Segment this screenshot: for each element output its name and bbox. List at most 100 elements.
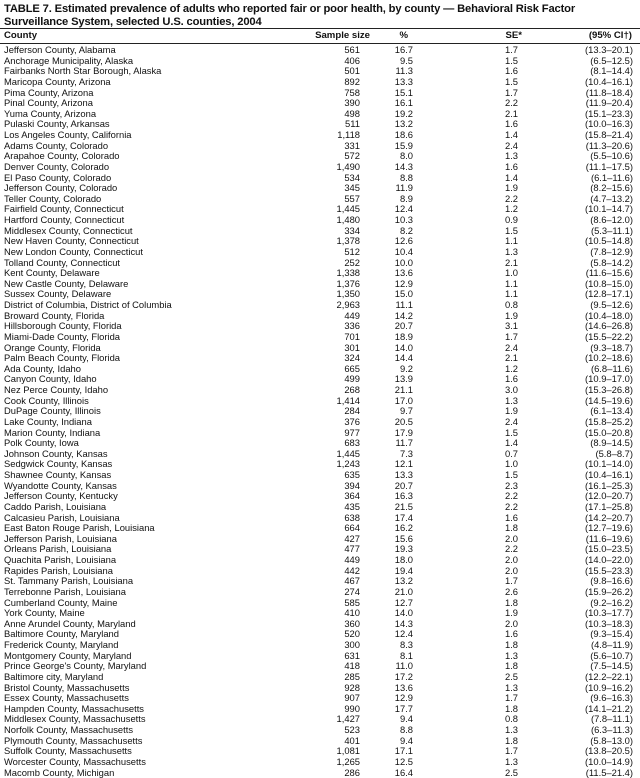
cell-county: Nez Perce County, Idaho: [4, 385, 108, 396]
cell-percent: 10.4: [395, 247, 413, 258]
cell-sample-size: 1,480: [337, 215, 360, 226]
cell-sample-size: 701: [344, 332, 360, 343]
cell-percent: 18.0: [395, 555, 413, 566]
cell-ci: (15.9–26.2): [585, 587, 633, 598]
cell-county: Terrebonne Parish, Louisiana: [4, 587, 126, 598]
cell-se: 2.4: [505, 417, 518, 428]
cell-percent: 17.2: [395, 672, 413, 683]
cell-county: Maricopa County, Arizona: [4, 77, 111, 88]
cell-county: Worcester County, Massachusetts: [4, 757, 146, 768]
cell-ci: (9.5–12.6): [590, 300, 633, 311]
cell-sample-size: 561: [344, 45, 360, 56]
cell-ci: (7.8–12.9): [590, 247, 633, 258]
cell-percent: 21.0: [395, 587, 413, 598]
cell-sample-size: 274: [344, 587, 360, 598]
cell-se: 1.7: [505, 45, 518, 56]
cell-percent: 11.1: [395, 300, 413, 311]
cell-se: 2.5: [505, 768, 518, 778]
cell-percent: 16.7: [395, 45, 413, 56]
cell-percent: 21.1: [395, 385, 413, 396]
cell-percent: 10.3: [395, 215, 413, 226]
cell-ci: (11.1–17.5): [586, 162, 633, 173]
cell-county: Norfolk County, Massachusetts: [4, 725, 133, 736]
cell-ci: (10.0–14.9): [585, 757, 633, 768]
cell-sample-size: 892: [344, 77, 360, 88]
cell-county: Jefferson County, Alabama: [4, 45, 116, 56]
cell-percent: 13.3: [395, 470, 413, 481]
cell-ci: (11.5–21.4): [586, 768, 633, 778]
cell-ci: (15.8–25.2): [585, 417, 633, 428]
cell-se: 1.8: [505, 640, 518, 651]
cell-percent: 8.8: [400, 725, 413, 736]
header-percent: %: [399, 30, 408, 41]
cell-percent: 16.4: [395, 768, 413, 778]
table-row: Macomb County, Michigan 286 16.4 2.5 (11.5–2…: [0, 768, 640, 778]
cell-percent: 18.6: [395, 130, 413, 141]
cell-county: District of Columbia, District of Columb…: [4, 300, 172, 311]
cell-se: 1.3: [505, 725, 518, 736]
cell-sample-size: 1,118: [337, 130, 360, 141]
table-header: County Sample size % SE* (95% CI†): [0, 28, 640, 44]
cell-se: 1.7: [505, 332, 518, 343]
cell-ci: (10.4–16.1): [585, 77, 633, 88]
cell-percent: 18.9: [395, 332, 413, 343]
cell-se: 1.3: [505, 757, 518, 768]
cell-se: 2.5: [505, 672, 518, 683]
cell-county: Caddo Parish, Louisiana: [4, 502, 106, 513]
cell-sample-size: 523: [344, 725, 360, 736]
cell-county: Quachita Parish, Louisiana: [4, 555, 116, 566]
cell-se: 2.6: [505, 587, 518, 598]
cell-se: 2.2: [505, 502, 518, 513]
cell-se: 0.9: [505, 215, 518, 226]
cell-sample-size: 2,963: [337, 300, 360, 311]
header-sample-size: Sample size: [315, 30, 370, 41]
cell-se: 1.5: [505, 470, 518, 481]
cell-county: Frederick County, Maryland: [4, 640, 118, 651]
cell-sample-size: 268: [344, 385, 360, 396]
cell-se: 1.6: [505, 162, 518, 173]
cell-sample-size: 635: [344, 470, 360, 481]
cell-county: Hartford County, Connecticut: [4, 215, 124, 226]
cell-sample-size: 286: [344, 768, 360, 778]
table-title: TABLE 7. Estimated prevalence of adults …: [4, 3, 638, 28]
cell-sample-size: 1,490: [337, 162, 360, 173]
table-row: Nez Perce County, Idaho 268 21.1 3.0 (15.3–2…: [0, 385, 640, 396]
cell-percent: 21.5: [395, 502, 413, 513]
cell-percent: 8.3: [400, 640, 413, 651]
cell-ci: (6.3–11.3): [591, 725, 633, 736]
cell-sample-size: 449: [344, 555, 360, 566]
cell-county: Denver County, Colorado: [4, 162, 109, 173]
cell-county: New London County, Connecticut: [4, 247, 143, 258]
cell-county: Los Angeles County, California: [4, 130, 132, 141]
header-county: County: [4, 30, 37, 41]
cell-sample-size: 300: [344, 640, 360, 651]
cell-ci: (14.0–22.0): [585, 555, 633, 566]
cell-ci: (15.3–26.8): [585, 385, 633, 396]
cell-ci: (15.5–22.2): [585, 332, 633, 343]
cell-ci: (15.8–21.4): [585, 130, 633, 141]
cell-ci: (17.1–25.8): [585, 502, 633, 513]
header-se: SE*: [505, 30, 522, 41]
cell-se: 3.0: [505, 385, 518, 396]
cell-sample-size: 512: [344, 247, 360, 258]
cell-ci: (10.4–16.1): [585, 470, 633, 481]
cell-ci: (4.8–11.9): [591, 640, 633, 651]
cell-county: Macomb County, Michigan: [4, 768, 114, 778]
cell-county: Baltimore city, Maryland: [4, 672, 103, 683]
cell-sample-size: 285: [344, 672, 360, 683]
cell-se: 1.4: [505, 130, 518, 141]
